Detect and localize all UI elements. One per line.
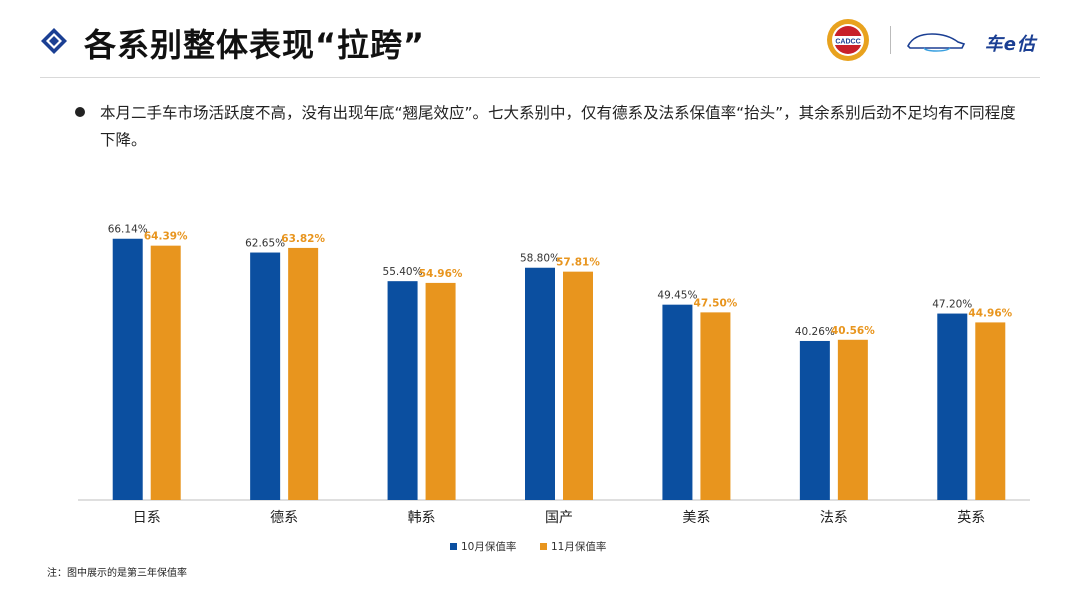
bar [425, 282, 456, 500]
summary-text: 本月二手车市场活跃度不高，没有出现年底“翘尾效应”。七大系别中，仅有德系及法系保… [100, 104, 1016, 149]
data-label: 64.39% [144, 231, 188, 243]
che-e-gu-logo: 车e估 [906, 24, 1036, 56]
data-label: 63.82% [281, 233, 325, 245]
diamond-icon [41, 28, 67, 54]
data-label: 44.96% [968, 307, 1012, 319]
cadcc-logo: CADCC [827, 19, 869, 61]
bar [250, 252, 281, 500]
category-label: 国产 [545, 510, 573, 526]
data-label: 40.26% [795, 326, 835, 338]
data-label: 47.20% [932, 299, 972, 311]
header-divider [40, 77, 1040, 78]
footnote: 注：图中展示的是第三年保值率 [47, 568, 187, 579]
category-label: 韩系 [408, 510, 436, 526]
bar [700, 312, 731, 500]
bar [288, 247, 319, 500]
bar [112, 238, 143, 500]
data-label: 40.56% [831, 325, 875, 337]
category-label: 英系 [957, 509, 985, 526]
page-title: 各系别整体表现“拉跨” [84, 26, 426, 64]
bar [387, 281, 418, 500]
data-label: 54.96% [419, 268, 463, 280]
bar [150, 245, 181, 500]
category-label: 美系 [682, 510, 710, 526]
logo-divider [890, 26, 891, 54]
legend-label: 10月保值率 [461, 540, 516, 553]
category-label: 日系 [133, 510, 161, 526]
data-label: 57.81% [556, 257, 600, 269]
bar [662, 304, 693, 500]
data-label: 49.45% [657, 290, 697, 302]
header: 各系别整体表现“拉跨” CADCC 车e估 [0, 0, 1080, 78]
bar [799, 340, 830, 500]
bar [975, 322, 1006, 500]
data-label: 47.50% [694, 297, 738, 309]
car-outline-icon [907, 33, 966, 52]
logo-group: CADCC 车e估 [826, 18, 1036, 62]
legend-swatch [540, 543, 547, 550]
bar [525, 267, 555, 500]
bullet-icon [75, 107, 85, 117]
data-label: 66.14% [108, 224, 148, 236]
legend-label: 11月保值率 [551, 540, 606, 553]
bar-chart: 66.14%64.39% 日系 62.65%63.82% 德系 55.40%54.96%… [78, 224, 1030, 553]
cadcc-logo-text: CADCC [835, 39, 860, 46]
bar [837, 339, 868, 500]
legend-swatch [450, 543, 457, 550]
category-label: 德系 [270, 510, 298, 526]
data-label: 62.65% [245, 238, 285, 250]
data-label: 58.80% [520, 253, 560, 265]
category-label: 法系 [820, 510, 848, 526]
bar [563, 271, 593, 500]
bar [937, 313, 968, 500]
che-e-gu-logo-text: 车e估 [984, 34, 1036, 55]
data-label: 55.40% [383, 266, 423, 278]
